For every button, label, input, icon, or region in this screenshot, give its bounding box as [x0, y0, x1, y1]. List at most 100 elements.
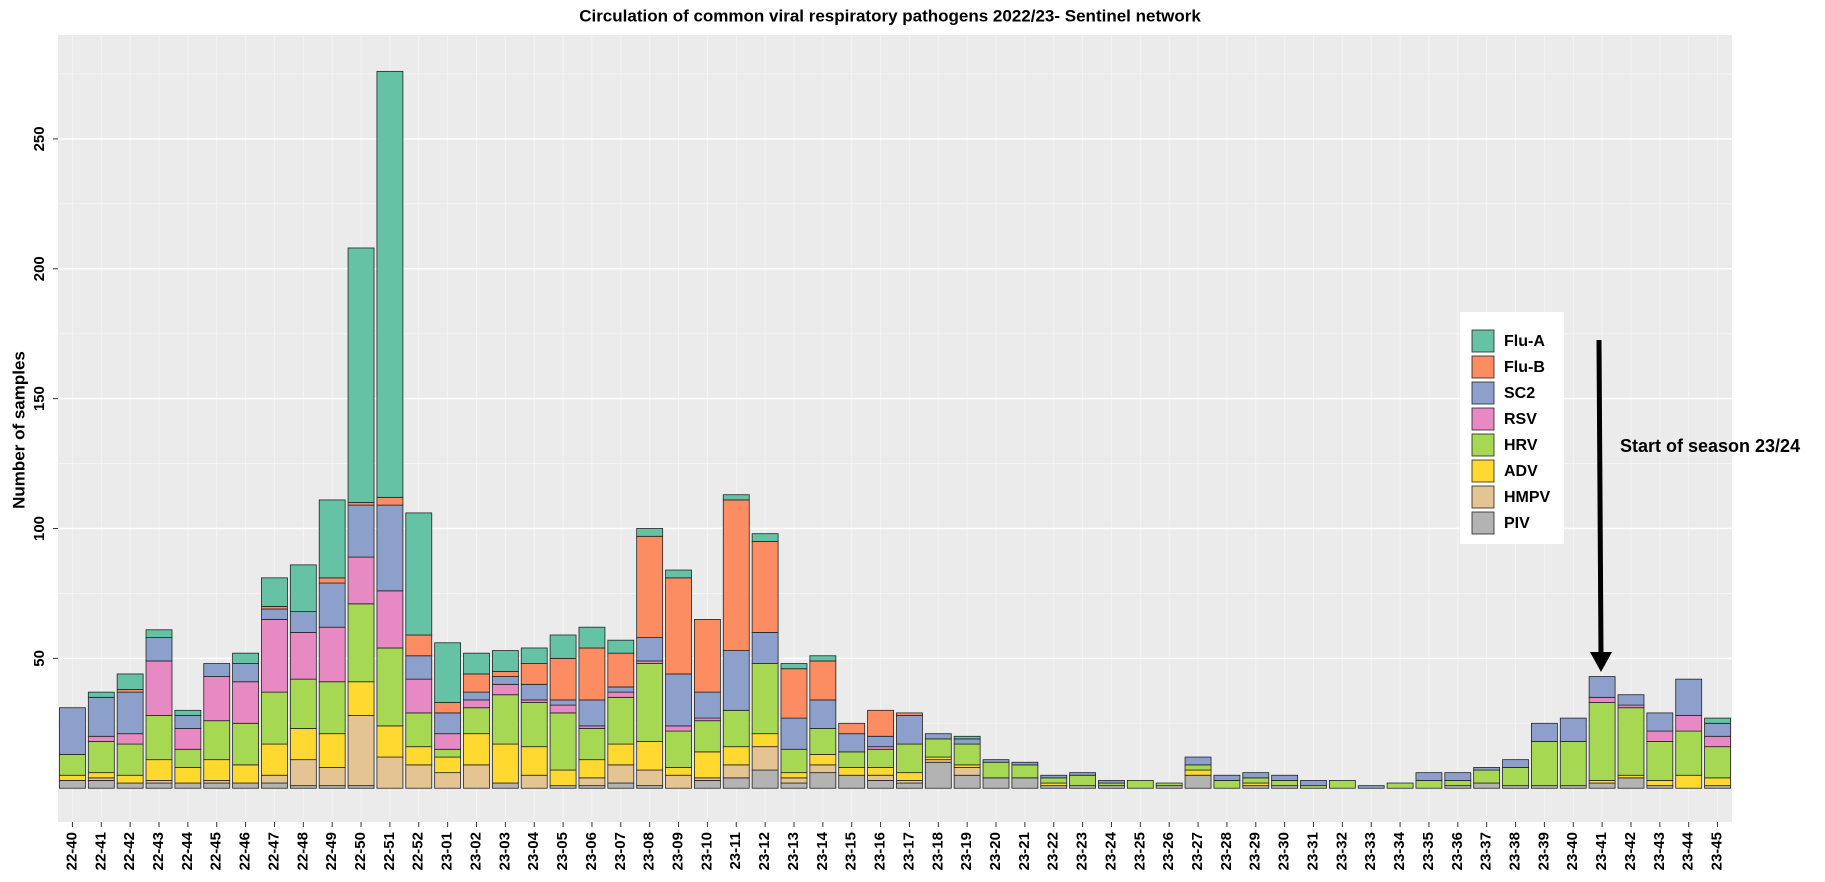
x-tick-label: 23-37: [1478, 832, 1495, 870]
bar-segment: [145, 660, 173, 716]
bar-segment: [1617, 777, 1645, 789]
bar-segment: [520, 647, 548, 664]
bar-segment: [434, 756, 462, 774]
y-axis-label: Number of samples: [9, 351, 28, 509]
arrow: [1596, 339, 1604, 656]
legend-swatch: [1471, 329, 1495, 353]
y-tick-label: 50: [31, 650, 48, 667]
bar-segment: [318, 582, 346, 628]
bar-segment: [578, 626, 606, 649]
bar-segment: [59, 707, 86, 755]
bar-segment: [1559, 717, 1587, 742]
bar-segment: [867, 709, 894, 737]
bar-segment: [578, 777, 606, 787]
bar-segment: [59, 774, 86, 781]
bar-segment: [1184, 774, 1212, 789]
bar-segment: [203, 663, 231, 677]
bar-segment: [809, 754, 837, 766]
bar-segment: [982, 761, 1010, 779]
bar-segment: [636, 663, 664, 742]
bar-segment: [463, 733, 490, 766]
x-tick-label: 23-26: [1160, 832, 1177, 870]
bar-segment: [867, 774, 894, 781]
bar-segment: [261, 691, 288, 745]
x-tick-label: 22-46: [237, 832, 254, 870]
bar-segment: [636, 528, 664, 537]
bar-segment: [1213, 774, 1241, 781]
x-tick-label: 23-35: [1420, 832, 1437, 870]
bar-segment: [116, 774, 144, 784]
bar-segment: [722, 494, 750, 501]
bar-segment: [491, 782, 519, 789]
bar-segment: [1704, 777, 1731, 787]
x-tick-label: 23-28: [1218, 832, 1235, 870]
bar-segment: [232, 663, 259, 683]
bar-segment: [1675, 715, 1703, 732]
x-tick-label: 23-32: [1333, 832, 1350, 870]
bar-segment: [405, 746, 433, 766]
bar-segment: [1588, 782, 1616, 789]
bar-segment: [896, 772, 923, 781]
bar-segment: [982, 759, 1010, 763]
y-tick-label: 250: [31, 126, 48, 151]
bar-segment: [289, 728, 317, 761]
x-tick-label: 23-23: [1074, 832, 1091, 870]
bar-segment: [607, 764, 635, 784]
x-tick-label: 22-50: [352, 832, 369, 870]
bar-segment: [261, 608, 288, 620]
bar-segment: [434, 702, 462, 714]
bar-segment: [405, 634, 433, 657]
bar-segment: [347, 681, 375, 716]
bar-segment: [203, 782, 231, 789]
bar-segment: [520, 774, 548, 789]
x-tick-label: 22-42: [121, 832, 138, 870]
bar-segment: [1184, 769, 1212, 776]
bar-segment: [520, 746, 548, 776]
bar-segment: [751, 663, 779, 735]
chart-title: Circulation of common viral respiratory …: [579, 6, 1201, 25]
bar-segment: [1328, 780, 1356, 789]
x-tick-label: 23-16: [872, 832, 889, 870]
bar-segment: [347, 504, 375, 558]
bar-segment: [607, 652, 635, 688]
bar-segment: [174, 715, 202, 729]
bar-segment: [1473, 767, 1501, 771]
bar-segment: [780, 748, 808, 774]
x-tick-label: 23-30: [1276, 832, 1293, 870]
bar-segment: [953, 738, 981, 745]
bar-segment: [694, 720, 721, 753]
bar-segment: [376, 725, 404, 758]
bar-segment: [1588, 702, 1616, 781]
bar-segment: [607, 691, 635, 698]
bar-segment: [549, 712, 577, 771]
bar-segment: [751, 733, 779, 748]
bar-segment: [896, 715, 923, 745]
bar-segment: [1098, 780, 1125, 784]
bar-segment: [1588, 696, 1616, 703]
bar-segment: [838, 774, 866, 789]
bar-segment: [434, 642, 462, 703]
bar-segment: [318, 577, 346, 584]
bar-segment: [694, 691, 721, 719]
x-tick-label: 23-33: [1362, 832, 1379, 870]
bar-segment: [578, 699, 606, 727]
bar-segment: [636, 535, 664, 638]
bar-segment: [578, 647, 606, 701]
bar-segment: [491, 676, 519, 685]
bar-segment: [318, 733, 346, 768]
bar-segment: [347, 603, 375, 683]
bar-segment: [347, 556, 375, 605]
x-tick-label: 22-52: [410, 832, 427, 870]
bar-segment: [491, 694, 519, 745]
bar-segment: [87, 735, 115, 742]
bar-segment: [1242, 772, 1270, 779]
bar-segment: [867, 748, 894, 768]
bar-segment: [1184, 764, 1212, 771]
bar-segment: [1704, 735, 1731, 748]
bar-segment: [376, 590, 404, 649]
bar-segment: [116, 691, 144, 735]
bar-segment: [463, 764, 490, 789]
y-tick-label: 150: [31, 386, 48, 411]
bar-segment: [261, 577, 288, 607]
